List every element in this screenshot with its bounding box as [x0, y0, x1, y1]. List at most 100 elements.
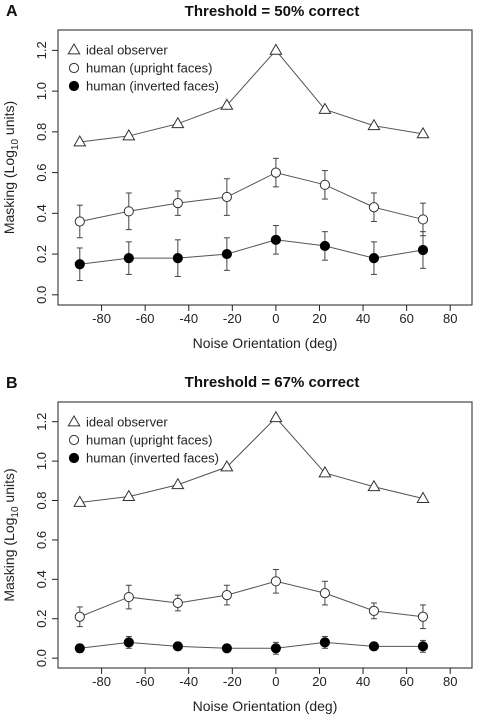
data-point: [221, 248, 232, 260]
series-filled-circle: [74, 225, 429, 282]
legend: ideal observer human (upright faces) human…: [67, 415, 219, 466]
data-point: [123, 637, 134, 648]
data-point: [123, 206, 134, 217]
data-point: [122, 128, 136, 141]
data-point: [417, 244, 429, 256]
x-tick-label: 20: [312, 311, 326, 326]
data-point: [368, 641, 380, 652]
y-axis-label: Masking (Log10 units): [1, 101, 21, 234]
data-point: [73, 495, 87, 507]
data-point: [319, 637, 331, 648]
x-tick-label: 60: [399, 311, 413, 326]
x-tick-label: 80: [443, 311, 457, 326]
data-point: [269, 43, 283, 55]
data-point: [417, 641, 429, 652]
y-tick-label: 0.8: [34, 491, 49, 509]
plot-frame: [57, 401, 473, 669]
x-tick-label: -40: [179, 311, 198, 326]
y-tick-label: 0.8: [34, 123, 49, 141]
data-point: [221, 589, 232, 601]
y-axis-label-unit: units): [1, 468, 17, 506]
data-point: [270, 167, 281, 178]
legend-marker: [67, 42, 81, 55]
chart-title: Threshold = 67% correct: [185, 374, 360, 391]
y-axis-label-unit: units): [1, 101, 17, 139]
data-point: [417, 214, 429, 225]
data-point: [319, 240, 331, 252]
x-tick-label: 80: [443, 674, 457, 689]
x-axis-label: Noise Orientation (deg): [193, 698, 338, 714]
y-axis-label-main: Masking (Log: [1, 150, 17, 234]
x-axis-label: Noise Orientation (deg): [193, 335, 338, 351]
data-point: [74, 216, 85, 227]
series-line: [79, 49, 424, 143]
x-tick-label: 40: [356, 674, 370, 689]
y-tick-label: 1.0: [34, 82, 49, 100]
y-tick-label: 0.0: [34, 649, 49, 667]
data-point: [368, 605, 380, 616]
x-tick-label: 20: [312, 674, 326, 689]
legend-marker: [68, 452, 80, 464]
y-tick-label: 0.6: [34, 531, 49, 549]
series-filled-circle: [74, 635, 429, 655]
legend-entry: human (inverted faces): [86, 451, 219, 466]
legend: ideal observer human (upright faces) human…: [67, 42, 219, 94]
data-point: [171, 477, 185, 490]
data-point: [416, 126, 430, 139]
legend-entry: ideal observer: [86, 43, 168, 58]
data-point: [122, 489, 136, 501]
x-tick-label: -60: [136, 311, 155, 326]
x-tick-label: -80: [92, 311, 111, 326]
series-triangle: [73, 43, 430, 147]
data-point: [368, 202, 380, 213]
data-point: [270, 234, 281, 245]
y-tick-label: 1.2: [34, 413, 49, 431]
series-open-circle: [74, 568, 429, 630]
y-tick-label: 0.2: [34, 245, 49, 263]
data-point: [221, 643, 232, 654]
series-line: [79, 417, 424, 503]
series-triangle: [73, 410, 430, 507]
data-point: [318, 465, 332, 478]
x-tick-label: 0: [272, 311, 279, 326]
legend-marker: [68, 434, 80, 446]
data-point: [220, 460, 234, 472]
y-tick-label: 0.0: [34, 286, 49, 304]
x-tick-label: 40: [356, 311, 370, 326]
legend-entry: human (upright faces): [86, 433, 212, 448]
y-axis-label-subscript: 10: [10, 506, 21, 518]
data-point: [123, 253, 134, 264]
data-point: [221, 191, 232, 203]
data-point: [73, 135, 87, 147]
legend-entry: human (inverted faces): [86, 79, 219, 94]
x-tick-label: -20: [223, 674, 242, 689]
data-point: [172, 198, 183, 209]
series-line: [79, 239, 424, 265]
data-point: [367, 118, 381, 131]
data-point: [172, 641, 183, 652]
data-point: [318, 102, 332, 114]
series-open-circle: [74, 157, 429, 239]
data-point: [368, 253, 380, 264]
y-tick-label: 0.2: [34, 610, 49, 628]
y-tick-label: 1.0: [34, 452, 49, 470]
plot-frame: [57, 29, 473, 306]
data-point: [123, 591, 134, 603]
chart-panel-a: A Threshold = 50% correct 0.0 0.2 0.4 0.6 0.8 1…: [1, 3, 473, 351]
data-point: [319, 588, 331, 599]
y-axis-label: Masking (Log10 units): [1, 468, 21, 601]
legend-marker: [68, 80, 80, 92]
legend-entry: human (upright faces): [86, 61, 212, 76]
data-point: [416, 491, 430, 503]
x-tick-label: 60: [399, 674, 413, 689]
y-axis-label-main: Masking (Log: [1, 518, 17, 602]
y-axis-label-subscript: 10: [10, 139, 21, 151]
series-line: [79, 172, 424, 222]
x-tick-label: -20: [223, 311, 242, 326]
data-point: [74, 259, 85, 270]
data-point: [269, 410, 283, 423]
data-point: [417, 611, 429, 622]
data-point: [74, 643, 85, 654]
series-line: [79, 580, 424, 618]
